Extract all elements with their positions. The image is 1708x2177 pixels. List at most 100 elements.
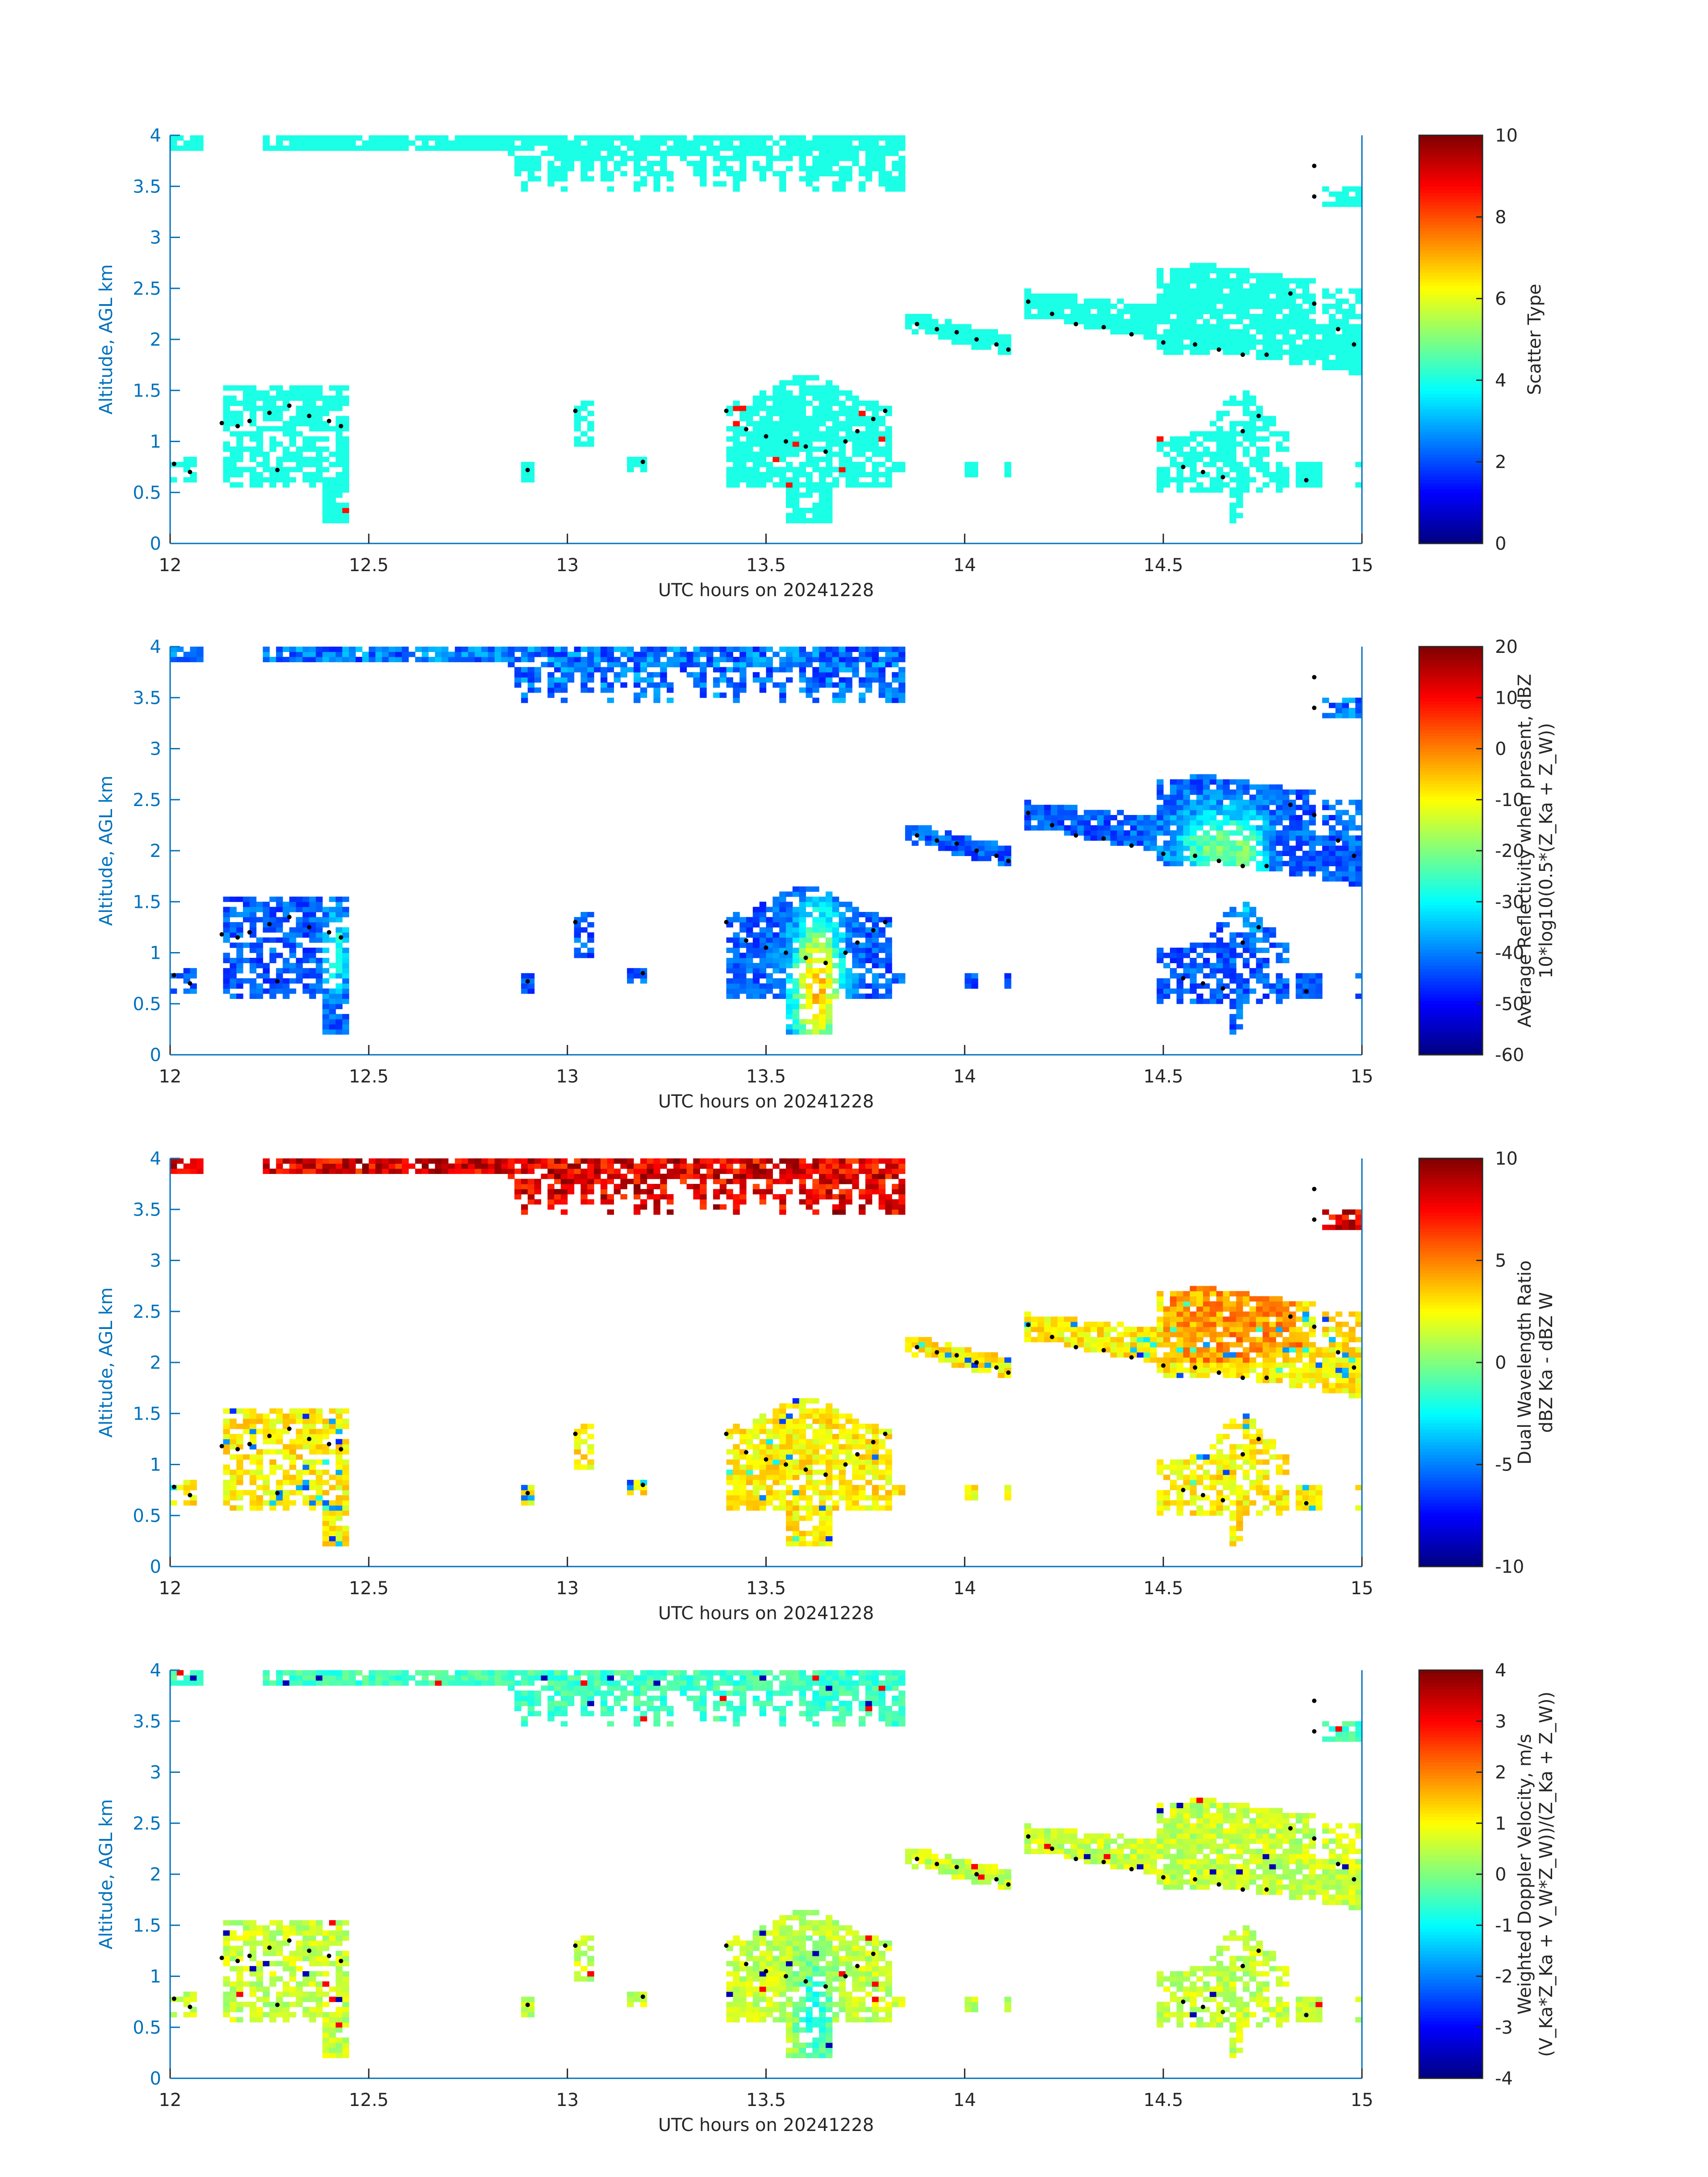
heatmap-cell [779,942,786,948]
heatmap-cell [322,1003,330,1009]
heatmap-cell [832,937,839,943]
heatmap-cell [1223,957,1230,963]
heatmap-cell [309,968,316,974]
heatmap-cell [1196,313,1203,319]
heatmap-cell [719,672,727,678]
heatmap-cell [554,652,561,657]
heatmap-cell [706,145,714,151]
colorbar-segment [1419,681,1482,685]
heatmap-cell [1229,845,1236,851]
heatmap-cell [1236,298,1243,304]
heatmap-cell [316,472,323,477]
heatmap-cell [865,682,873,688]
heatmap-cell [554,140,561,146]
heatmap-cell [580,150,588,156]
heatmap-cell [1190,983,1197,989]
heatmap-cell [342,508,349,513]
heatmap-cell [276,145,283,151]
heatmap-cell [283,1418,290,1424]
heatmap-cell [1223,446,1230,452]
heatmap-cell [1335,288,1343,294]
heatmap-cell [673,150,681,156]
heatmap-cell [792,140,800,146]
heatmap-cell [1216,820,1224,826]
heatmap-cell [514,155,522,161]
heatmap-cell [560,145,568,151]
heatmap-cell [521,161,528,167]
heatmap-cell [1170,953,1177,958]
heatmap-cell [892,462,899,468]
heatmap-cell [256,988,263,994]
heatmap-cell [1216,942,1224,948]
heatmap-cell [521,677,528,683]
heatmap-cell [1070,304,1077,309]
heatmap-cell [1262,446,1270,452]
heatmap-cell [468,135,475,141]
heatmap-cell [1170,840,1177,846]
heatmap-cell [773,405,780,411]
heatmap-cell [1203,436,1210,442]
heatmap-cell [1249,973,1257,979]
heatmap-cell [1157,467,1164,472]
heatmap-cell [786,410,793,416]
heatmap-cell [892,181,899,187]
heatmap-cell [283,1158,290,1164]
heatmap-cell [819,927,826,933]
boundary-dot [573,409,578,413]
heatmap-cell [786,999,793,1004]
heatmap-cell [1262,799,1270,805]
heatmap-cell [1269,304,1276,309]
heatmap-cell [349,145,356,151]
heatmap-cell [1236,278,1243,284]
heatmap-cell [276,1495,283,1501]
heatmap-cell [1223,820,1230,826]
heatmap-cell [799,917,806,923]
heatmap-cell [322,1024,330,1030]
heatmap-cell [726,477,733,483]
heatmap-cell [878,927,885,933]
colorbar-segment [1419,959,1482,963]
heatmap-cell [475,647,482,652]
heatmap-cell [766,978,773,984]
heatmap-cell [230,456,237,462]
heatmap-cell [580,401,588,406]
heatmap-cell [1210,462,1217,468]
heatmap-cell [1249,927,1257,933]
heatmap-cell [296,932,303,938]
heatmap-cell [1302,840,1309,846]
heatmap-cell [819,477,826,483]
heatmap-cell [567,140,575,146]
heatmap-cell [1004,845,1011,851]
chart-panel-2: 12 12.5 13 13.5 14 14.5 1500.511.522.533.54UTC… [96,637,1557,1112]
heatmap-cell [1216,810,1224,815]
heatmap-cell [1210,339,1217,345]
heatmap-cell [170,647,177,652]
heatmap-cell [786,891,793,897]
heatmap-cell [991,840,998,846]
heatmap-cell [296,1475,303,1480]
heatmap-cell [1243,401,1250,406]
heatmap-cell [1163,334,1170,340]
heatmap-cell [1163,845,1170,851]
heatmap-cell [269,957,276,963]
heatmap-cell [859,140,866,146]
colorbar-segment [1419,678,1482,682]
heatmap-cell [1276,815,1283,820]
heatmap-cell [342,957,349,963]
heatmap-cell [1216,845,1224,851]
heatmap-cell [832,451,839,457]
heatmap-cell [885,953,892,958]
heatmap-cell [1183,820,1190,826]
heatmap-cell [607,140,614,146]
colorbar-segment [1419,956,1482,960]
heatmap-cell [302,1408,309,1414]
heatmap-cell [1256,273,1263,279]
heatmap-cell [276,456,283,462]
heatmap-cell [1183,273,1190,279]
heatmap-cell [812,405,819,411]
heatmap-cell [514,647,522,652]
heatmap-cell [329,988,336,994]
heatmap-cell [1315,835,1323,841]
colorbar-segment [1419,531,1482,535]
heatmap-cell [256,426,263,432]
